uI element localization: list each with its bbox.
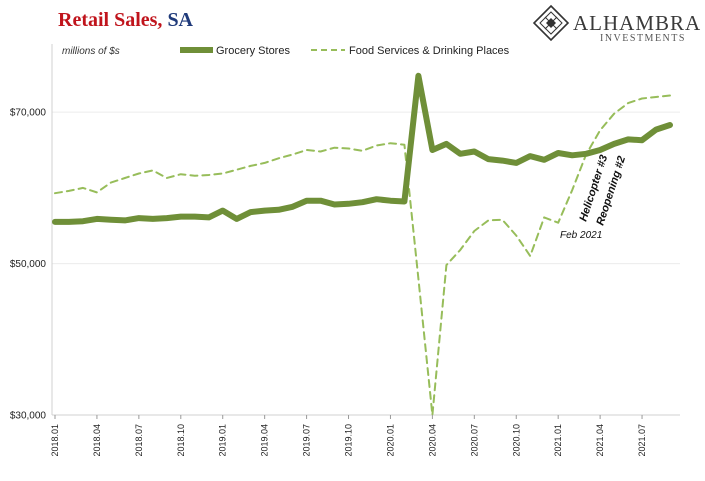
- x-tick-label: 2019.04: [260, 424, 270, 457]
- x-tick-label: 2019.10: [344, 424, 354, 457]
- y-tick-label: $70,000: [10, 108, 47, 119]
- series-line-grocery: [52, 72, 673, 225]
- diamond-lattice-icon: [532, 4, 570, 42]
- grid-lines: [52, 111, 680, 265]
- y-axis-ticks: $30,000 $50,000 $70,000: [10, 108, 47, 422]
- series-line-food-services: [54, 94, 671, 416]
- units-label: millions of $s: [62, 46, 120, 57]
- x-tick-label: 2018.01: [50, 424, 60, 457]
- chart-title-sub: SA: [162, 9, 193, 31]
- annotation-feb-2021: Feb 2021: [560, 230, 602, 241]
- alhambra-logo: ALHAMBRA INVESTMENTS: [532, 4, 701, 44]
- x-tick-label: 2018.07: [134, 424, 144, 457]
- y-tick-label: $30,000: [10, 411, 47, 422]
- logo-subtitle: INVESTMENTS: [600, 33, 686, 44]
- x-tick-label: 2019.01: [218, 424, 228, 457]
- x-tick-label: 2020.07: [469, 424, 479, 457]
- x-tick-label: 2018.04: [92, 424, 102, 457]
- x-axis-ticks: 2018.01 2018.04 2018.07 2018.10 2019.01 2019.…: [50, 415, 647, 457]
- x-tick-label: 2018.10: [176, 424, 186, 457]
- chart-title-main: Retail Sales,: [58, 9, 162, 31]
- x-tick-label: 2021.01: [553, 424, 563, 457]
- x-tick-label: 2021.04: [595, 424, 605, 457]
- logo-name: ALHAMBRA: [573, 11, 701, 35]
- legend-item-grocery: Grocery Stores: [180, 45, 290, 57]
- x-tick-label: 2020.10: [511, 424, 521, 457]
- legend-label-food-services: Food Services & Drinking Places: [349, 45, 510, 57]
- legend-label-grocery: Grocery Stores: [216, 45, 290, 57]
- chart-title: Retail Sales, SA: [58, 9, 194, 31]
- legend: Grocery Stores Food Services & Drinking …: [180, 45, 510, 57]
- x-tick-label: 2020.01: [385, 424, 395, 457]
- legend-item-food-services: Food Services & Drinking Places: [311, 45, 510, 57]
- x-tick-label: 2019.07: [302, 424, 312, 457]
- x-tick-label: 2021.07: [637, 424, 647, 457]
- y-tick-label: $50,000: [10, 259, 47, 270]
- x-tick-label: 2020.04: [427, 424, 437, 457]
- series-layer: [52, 72, 673, 416]
